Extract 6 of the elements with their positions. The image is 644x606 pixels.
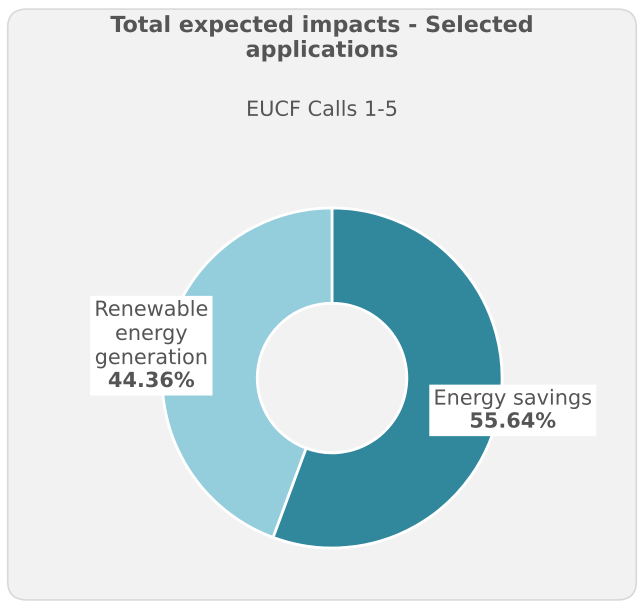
chart-subtitle: EUCF Calls 1-5 <box>248 100 396 116</box>
chart-title: Total expected impacts - Selected applications <box>110 15 532 62</box>
slice-label: Energy savings <box>436 388 592 409</box>
slice-label: Renewable energy generation <box>96 300 208 368</box>
data-label: 55.64% <box>470 412 556 428</box>
data-label: 44.36% <box>108 372 194 388</box>
